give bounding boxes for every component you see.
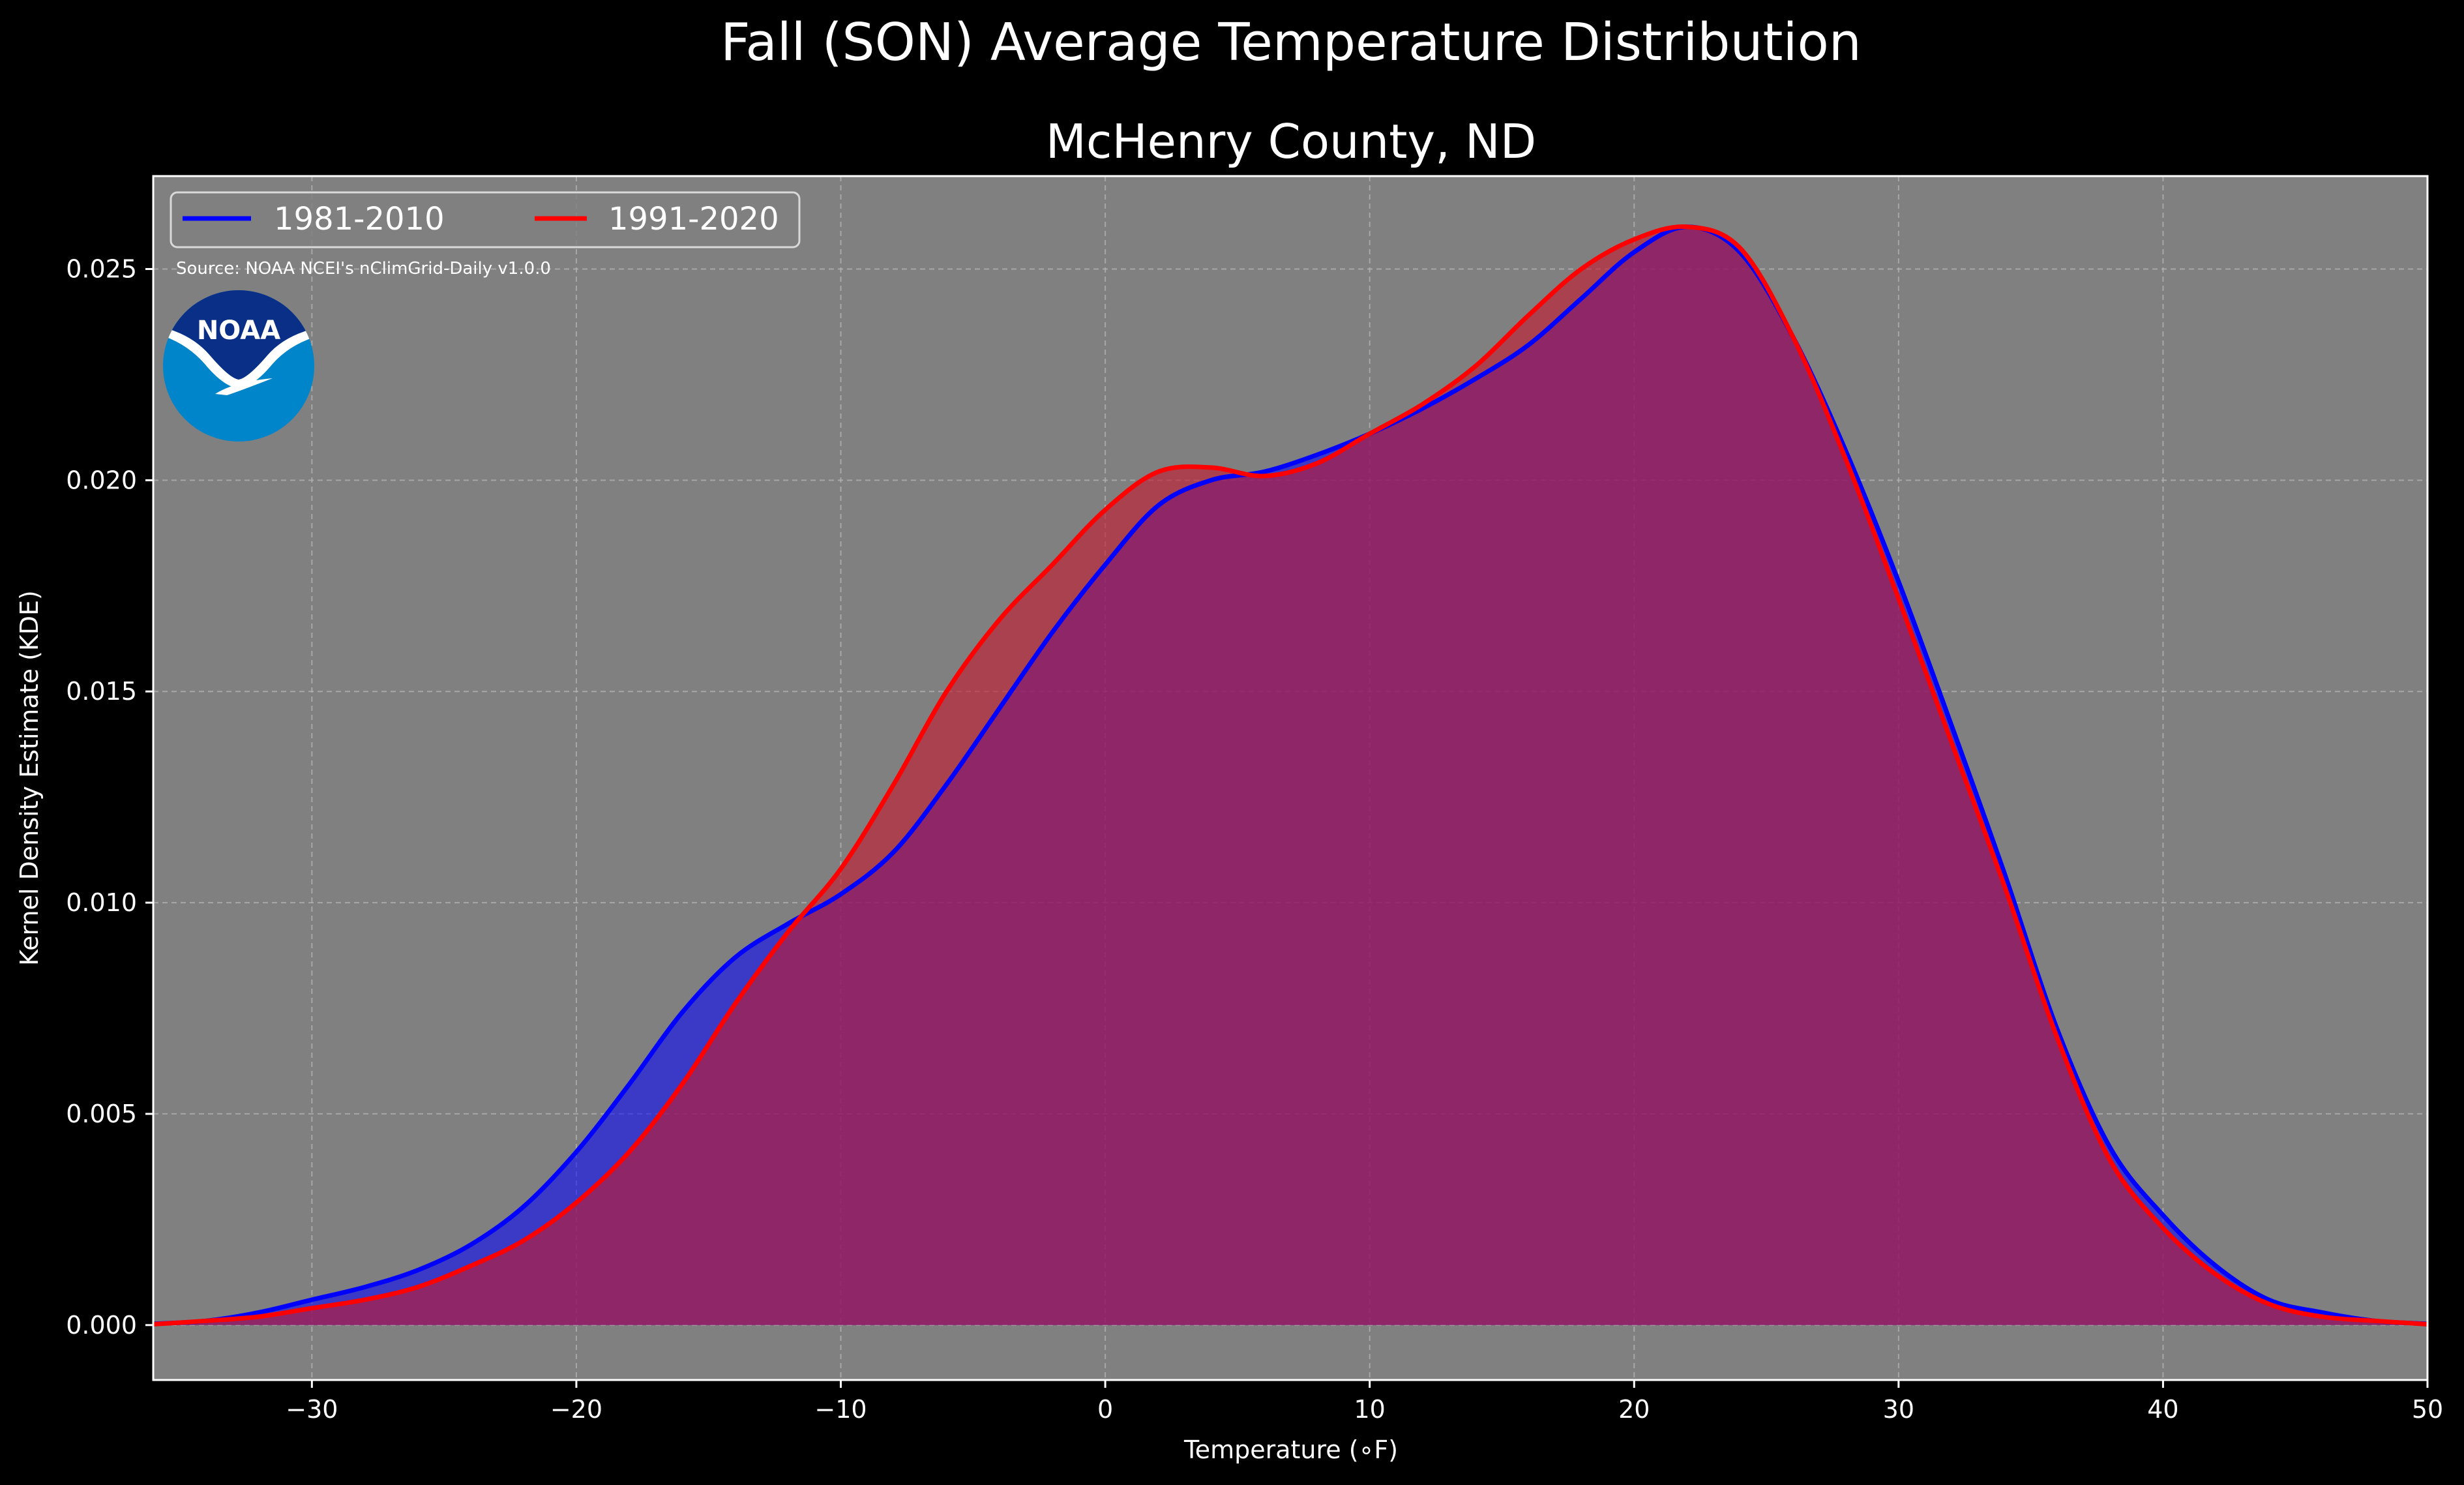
x-tick-label: 20: [1618, 1395, 1650, 1424]
plot-frame: [152, 175, 2429, 1381]
y-tick-label: 0.005: [66, 1100, 137, 1128]
logo-wave: [163, 326, 314, 389]
x-tick-label: 10: [1354, 1395, 1385, 1424]
density-lines: [153, 224, 2428, 1327]
x-tick-label: 40: [2147, 1395, 2178, 1424]
logo-text: NOAA: [197, 316, 280, 346]
y-tick-label: 0.010: [66, 888, 137, 917]
logo-gull: [215, 378, 273, 395]
x-tick-label: −20: [550, 1395, 602, 1424]
legend-label-1991-2020: 1991-2020: [608, 201, 779, 237]
x-tick-label: 0: [1097, 1395, 1113, 1424]
legend: 1981-2010 1991-2020: [170, 191, 801, 248]
density-line-1981-2010: [153, 224, 2428, 1327]
y-axis-label: Kernel Density Estimate (KDE): [15, 590, 44, 966]
logo-top-half: [163, 290, 314, 380]
legend-box: [170, 191, 801, 248]
y-axis-ticks: 0.000 0.005 0.010 0.015 0.020 0.025: [66, 254, 153, 1340]
y-tick-label: 0.025: [66, 254, 137, 283]
x-tick-label: −10: [814, 1395, 867, 1424]
density-line-1991-2020: [153, 224, 2428, 1327]
density-area-1991-2020: [153, 226, 2427, 1325]
y-tick-label: 0.000: [66, 1311, 137, 1340]
noaa-logo-icon: NOAA: [163, 290, 314, 442]
x-tick-label: −30: [286, 1395, 338, 1424]
density-areas: [153, 226, 2427, 1325]
figure-title: Fall (SON) Average Temperature Distribut…: [720, 12, 1862, 72]
source-note: Source: NOAA NCEI's nClimGrid-Daily v1.0…: [176, 259, 551, 278]
x-tick-label: 50: [2412, 1395, 2443, 1424]
y-tick-label: 0.015: [66, 677, 137, 706]
x-axis-label: Temperature (∘F): [1183, 1435, 1398, 1464]
x-axis-ticks: −30 −20 −10 0 10 20 30 40 50: [286, 1380, 2443, 1424]
chart-title: McHenry County, ND: [1046, 114, 1536, 169]
y-tick-label: 0.020: [66, 466, 137, 494]
x-tick-label: 30: [1883, 1395, 1914, 1424]
legend-label-1981-2010: 1981-2010: [274, 201, 445, 237]
